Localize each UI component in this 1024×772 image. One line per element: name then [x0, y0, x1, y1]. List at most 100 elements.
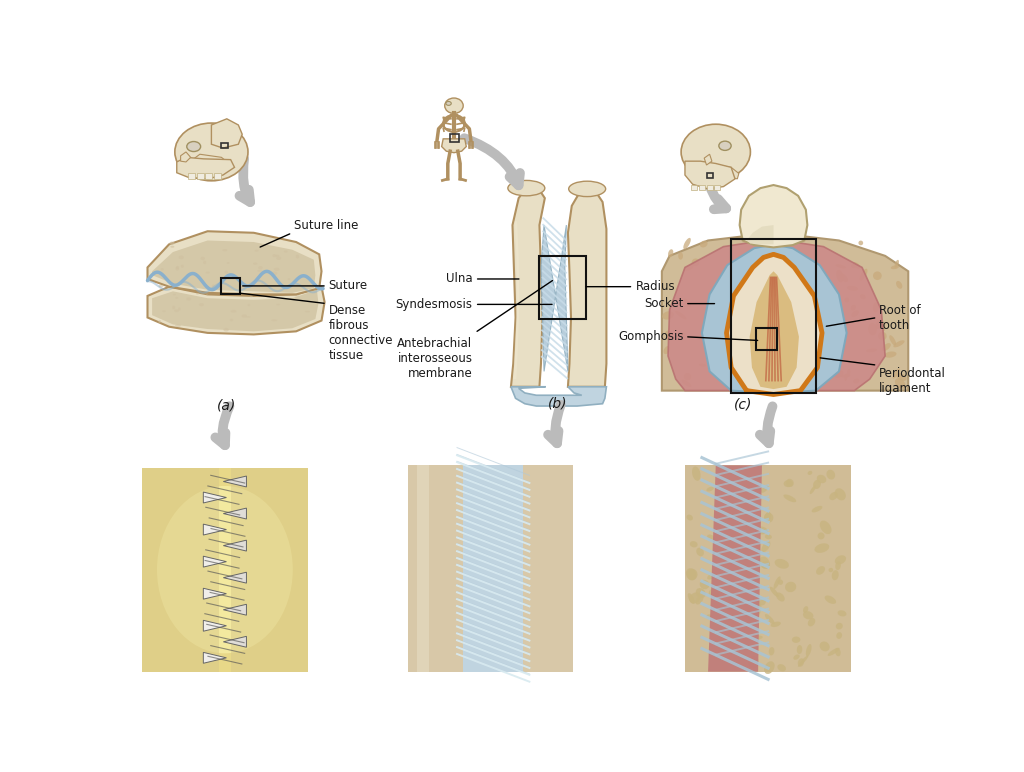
Ellipse shape	[176, 266, 179, 269]
Ellipse shape	[241, 286, 246, 289]
FancyArrowPatch shape	[464, 138, 520, 185]
Text: Periodontal
ligament: Periodontal ligament	[879, 367, 946, 394]
Ellipse shape	[162, 310, 166, 312]
Ellipse shape	[755, 603, 762, 617]
Bar	[408, 466, 463, 672]
Text: Ulna: Ulna	[445, 273, 472, 286]
Ellipse shape	[810, 486, 816, 494]
Ellipse shape	[206, 272, 210, 273]
Ellipse shape	[773, 576, 780, 589]
Polygon shape	[177, 157, 234, 179]
Text: Radius: Radius	[636, 280, 675, 293]
Ellipse shape	[271, 272, 278, 275]
Polygon shape	[204, 652, 226, 663]
Text: Suture: Suture	[329, 279, 368, 293]
Ellipse shape	[678, 252, 683, 259]
Polygon shape	[739, 185, 807, 247]
Text: Suture line: Suture line	[294, 219, 358, 232]
Ellipse shape	[175, 267, 179, 270]
Ellipse shape	[893, 368, 900, 379]
Ellipse shape	[881, 322, 885, 331]
Polygon shape	[511, 187, 545, 387]
Ellipse shape	[749, 656, 759, 669]
Ellipse shape	[508, 181, 545, 196]
Ellipse shape	[253, 262, 257, 265]
Text: Root of
tooth: Root of tooth	[879, 304, 921, 332]
Ellipse shape	[753, 596, 758, 601]
Ellipse shape	[255, 249, 259, 252]
Polygon shape	[223, 636, 247, 647]
Polygon shape	[662, 233, 908, 391]
Text: (b): (b)	[548, 396, 567, 410]
Ellipse shape	[709, 589, 719, 598]
Bar	[707, 185, 713, 191]
Ellipse shape	[242, 314, 247, 318]
Ellipse shape	[758, 597, 766, 605]
Ellipse shape	[858, 241, 863, 245]
Ellipse shape	[836, 264, 846, 269]
Polygon shape	[710, 164, 739, 179]
Ellipse shape	[764, 662, 774, 674]
Ellipse shape	[820, 520, 831, 534]
Ellipse shape	[222, 290, 228, 293]
Ellipse shape	[828, 568, 834, 572]
Ellipse shape	[761, 486, 769, 493]
FancyArrowPatch shape	[240, 158, 250, 202]
Ellipse shape	[159, 320, 161, 323]
Ellipse shape	[684, 373, 691, 381]
Polygon shape	[153, 241, 315, 293]
Ellipse shape	[223, 328, 228, 331]
Polygon shape	[746, 225, 773, 244]
Bar	[142, 468, 307, 672]
Ellipse shape	[764, 512, 771, 523]
Ellipse shape	[199, 303, 204, 306]
Ellipse shape	[895, 260, 899, 268]
FancyArrowPatch shape	[548, 405, 561, 443]
Ellipse shape	[808, 618, 815, 626]
Ellipse shape	[889, 335, 896, 346]
Bar	[214, 173, 220, 179]
Ellipse shape	[288, 278, 290, 280]
Ellipse shape	[778, 580, 783, 585]
Ellipse shape	[444, 98, 463, 113]
Ellipse shape	[837, 269, 844, 283]
Polygon shape	[153, 290, 318, 331]
Polygon shape	[223, 476, 247, 487]
Ellipse shape	[186, 297, 191, 300]
Bar	[205, 173, 212, 179]
Ellipse shape	[691, 259, 699, 266]
Polygon shape	[701, 244, 847, 393]
Ellipse shape	[765, 534, 772, 539]
Ellipse shape	[792, 636, 801, 643]
Ellipse shape	[786, 479, 794, 487]
Ellipse shape	[695, 588, 706, 598]
FancyArrowPatch shape	[709, 184, 726, 209]
Polygon shape	[180, 152, 190, 162]
Bar	[691, 185, 697, 191]
Ellipse shape	[803, 611, 813, 619]
Ellipse shape	[806, 644, 812, 656]
Bar	[731, 239, 816, 393]
Ellipse shape	[851, 310, 859, 317]
Ellipse shape	[808, 471, 812, 475]
Ellipse shape	[172, 306, 175, 310]
Text: Socket: Socket	[644, 297, 683, 310]
Polygon shape	[705, 154, 712, 165]
Ellipse shape	[814, 543, 829, 553]
Ellipse shape	[275, 255, 280, 257]
Polygon shape	[204, 556, 226, 567]
Ellipse shape	[816, 566, 825, 575]
Ellipse shape	[794, 655, 800, 660]
Ellipse shape	[853, 262, 860, 269]
Ellipse shape	[157, 486, 293, 653]
Ellipse shape	[295, 294, 299, 296]
Ellipse shape	[675, 311, 687, 320]
Ellipse shape	[666, 334, 673, 340]
Ellipse shape	[896, 373, 906, 381]
Ellipse shape	[834, 370, 844, 378]
Ellipse shape	[873, 272, 882, 280]
Polygon shape	[223, 540, 247, 551]
Ellipse shape	[798, 655, 809, 667]
Ellipse shape	[840, 374, 851, 378]
Ellipse shape	[853, 378, 859, 384]
